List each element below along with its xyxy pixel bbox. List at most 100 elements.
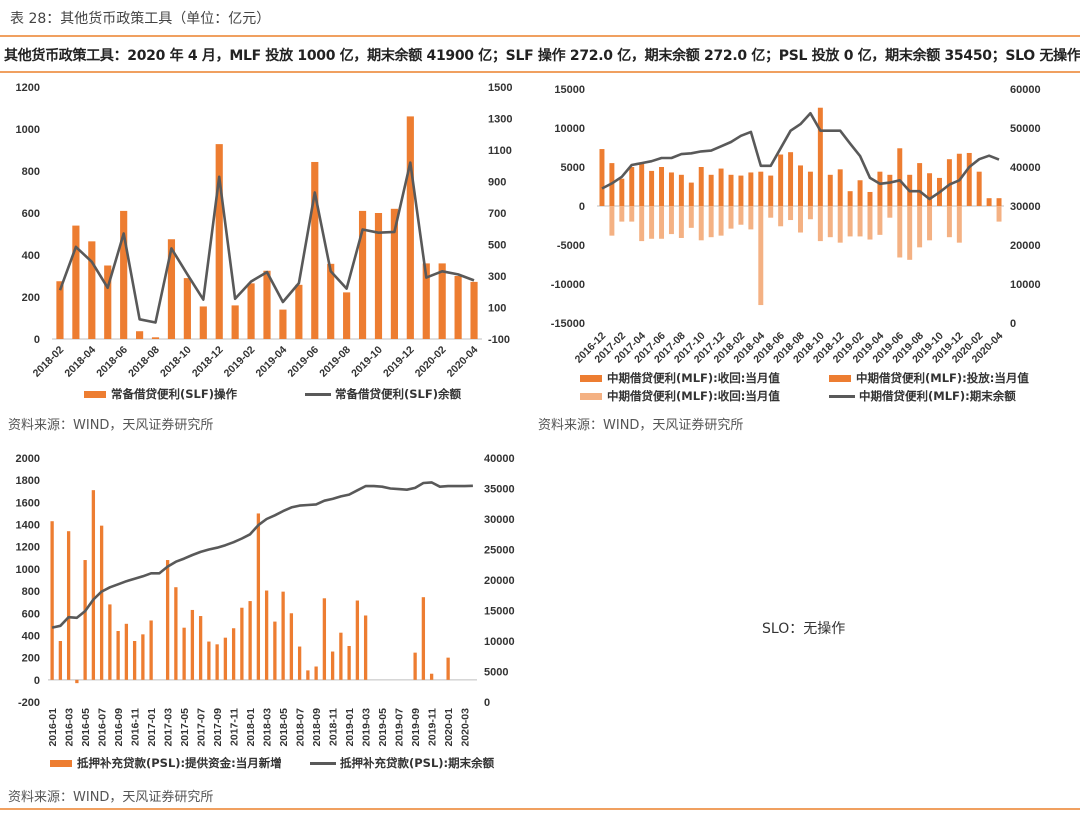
bar-2018-07 xyxy=(788,206,794,221)
legend-label: 常备借贷便利(SLF)操作 xyxy=(111,387,237,401)
bar-2019-10 xyxy=(374,213,383,339)
x-tick-label: 2017-03 xyxy=(163,708,175,747)
line-swatch xyxy=(310,761,336,765)
bar-2017-12 xyxy=(718,206,724,236)
bar-2018-03 xyxy=(748,206,754,230)
balance-line xyxy=(51,481,473,629)
bar-2018-08 xyxy=(306,670,310,680)
balance-line xyxy=(601,111,1000,201)
bar-2017-11 xyxy=(231,628,236,680)
bar-swatch xyxy=(84,390,106,398)
x-tick-label: 2017-09 xyxy=(212,708,224,747)
y-left-tick-label: 15000 xyxy=(554,84,585,96)
bar-2020-01 xyxy=(446,657,450,680)
y-right-tick-label: 25000 xyxy=(484,545,515,557)
x-tick-label: 2016-09 xyxy=(113,708,125,747)
source-note: 资料来源：WIND，天风证券研究所 xyxy=(8,790,214,805)
source-note: 资料来源：WIND，天风证券研究所 xyxy=(538,418,744,433)
bar-2018-04 xyxy=(88,241,96,339)
y-left-tick-label: 0 xyxy=(34,675,40,687)
y-right-tick-label: 1300 xyxy=(488,114,512,126)
x-tick-label: 2018-10 xyxy=(158,344,194,380)
bar-2018-12 xyxy=(215,144,223,339)
x-tick-label: 2018-03 xyxy=(262,708,274,747)
x-tick-label: 2017-05 xyxy=(179,708,191,747)
bar-2019-10 xyxy=(421,597,426,680)
legend-label: 抵押补充贷款(PSL):提供资金:当月新增 xyxy=(77,756,282,770)
bar-2018-12 xyxy=(837,206,843,243)
line-swatch xyxy=(305,392,331,396)
y-right-tick-label: 1100 xyxy=(488,145,512,157)
bar-2016-07 xyxy=(99,525,104,680)
x-tick-label: 2019-03 xyxy=(361,708,373,747)
bar-2017-12 xyxy=(240,607,244,680)
bar-swatch xyxy=(50,759,72,767)
x-tick-label: 2018-12 xyxy=(190,344,226,380)
bar-2019-12 xyxy=(956,206,962,243)
y-right-tick-label: 35000 xyxy=(484,484,515,496)
bar-2018-04 xyxy=(758,206,764,306)
bar-2017-06 xyxy=(190,609,195,680)
x-tick-label: 2018-11 xyxy=(328,708,340,746)
bar-2018-01 xyxy=(248,601,252,680)
x-tick-label: 2020-02 xyxy=(413,344,449,380)
bar-2018-09 xyxy=(807,171,813,206)
bar-2020-03 xyxy=(986,198,992,206)
y-left-tick-label: 1000 xyxy=(16,124,40,136)
bar-2020-02 xyxy=(976,171,982,206)
bar-2019-01 xyxy=(847,206,853,237)
x-tick-label: 2017-11 xyxy=(229,708,241,746)
bar-2018-12 xyxy=(837,169,843,206)
divider xyxy=(0,35,1080,37)
bar-2019-08 xyxy=(917,163,923,206)
y-right-tick-label: 5000 xyxy=(484,667,508,679)
slo-status: SLO：无操作 xyxy=(762,621,846,637)
bar-2017-06 xyxy=(659,206,665,239)
y-right-tick-label: 700 xyxy=(488,208,506,220)
bar-2018-08 xyxy=(798,206,803,233)
bar-2018-05 xyxy=(768,206,774,218)
y-left-tick-label: 400 xyxy=(22,250,40,262)
legend-item-slf-op: 常备借贷便利(SLF)操作 xyxy=(84,386,237,402)
bar-2016-05 xyxy=(83,560,87,680)
bar-2017-04 xyxy=(639,163,645,206)
legend-item-mlf-balance: 中期借贷便利(MLF):期末余额 xyxy=(829,388,1016,404)
legend-item-slf-bal: 常备借贷便利(SLF)余额 xyxy=(305,386,461,402)
legend-label: 中期借贷便利(MLF):收回:当月值 xyxy=(607,371,780,385)
y-right-tick-label: 40000 xyxy=(1010,162,1041,174)
bar-2018-01 xyxy=(728,174,734,206)
y-right-tick-label: 500 xyxy=(488,240,506,252)
bar-2016-06 xyxy=(91,490,96,680)
bar-2019-04 xyxy=(877,206,883,235)
bar-2018-10 xyxy=(322,598,327,680)
bar-2018-09 xyxy=(167,239,176,339)
x-tick-label: 2016-01 xyxy=(47,708,59,747)
bar-2020-01 xyxy=(422,263,430,339)
y-left-tick-label: 200 xyxy=(22,292,40,304)
bar-2018-10 xyxy=(817,107,823,206)
y-left-tick-label: 5000 xyxy=(561,162,585,174)
x-tick-label: 2018-05 xyxy=(278,708,290,747)
bar-swatch xyxy=(580,374,602,382)
x-tick-label: 2019-02 xyxy=(222,344,258,380)
bar-2016-09 xyxy=(116,631,120,680)
y-left-tick-label: 1200 xyxy=(16,542,40,554)
bar-2019-09 xyxy=(358,210,367,339)
bar-2016-03 xyxy=(66,531,71,680)
bar-2019-01 xyxy=(347,645,351,680)
x-tick-label: 2019-09 xyxy=(410,708,422,747)
bar-2017-01 xyxy=(149,620,153,680)
bar-2017-08 xyxy=(207,641,211,680)
x-tick-label: 2018-09 xyxy=(311,708,323,747)
bar-2017-11 xyxy=(708,206,714,238)
bar-2017-07 xyxy=(198,616,203,680)
y-left-tick-label: 600 xyxy=(22,208,40,220)
bar-2017-06 xyxy=(659,167,665,206)
y-left-tick-label: 200 xyxy=(22,653,40,665)
legend-item-mlf-issue: 中期借贷便利(MLF):投放:当月值 xyxy=(829,370,1029,386)
bar-2018-05 xyxy=(768,175,774,206)
balance-line xyxy=(58,161,475,324)
bar-2018-02 xyxy=(56,281,64,339)
bar-2017-09 xyxy=(688,182,694,206)
bar-2018-09 xyxy=(807,206,813,220)
